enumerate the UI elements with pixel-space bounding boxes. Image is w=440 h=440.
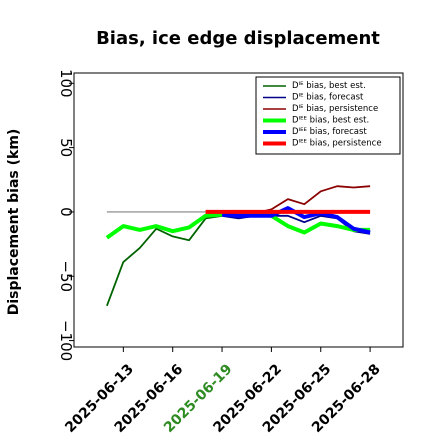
y-tick-label: −100 <box>57 320 75 361</box>
y-tick-label: 100 <box>57 69 75 98</box>
plot-frame <box>73 72 404 348</box>
y-tick-label: 50 <box>57 138 75 157</box>
legend-label: Dᴵᴱ bias, best est. <box>292 81 366 91</box>
y-tick-label: −50 <box>57 260 75 292</box>
legend: Dᴵᴱ bias, best est.Dᴵᴱ bias, forecastDᴵᴱ… <box>255 76 401 155</box>
legend-label: Dᴵᴱᴱ bias, best est. <box>292 116 369 126</box>
legend-label: Dᴵᴱᴱ bias, persistence <box>292 139 382 149</box>
legend-label: Dᴵᴱ bias, persistence <box>292 104 378 114</box>
y-axis-label: Displacement bias (km) <box>6 129 22 316</box>
chart-title: Bias, ice edge displacement <box>96 28 380 49</box>
legend-label: Dᴵᴱᴱ bias, forecast <box>292 127 367 137</box>
legend-label: Dᴵᴱ bias, forecast <box>292 93 364 103</box>
series-line-1 <box>106 214 223 307</box>
y-tick-label: 0 <box>57 207 75 217</box>
legend-box <box>255 76 401 155</box>
